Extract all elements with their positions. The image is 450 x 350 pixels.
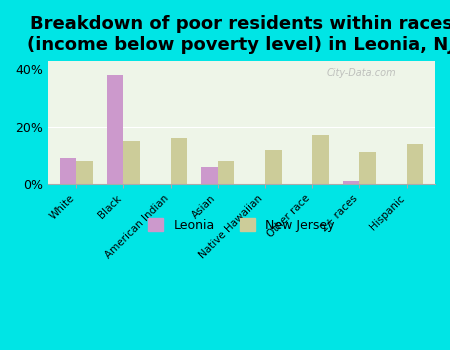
Bar bbox=[360, 153, 376, 184]
Bar bbox=[123, 141, 140, 184]
Bar bbox=[76, 161, 93, 184]
Bar bbox=[107, 75, 123, 184]
Bar bbox=[171, 138, 187, 184]
Bar bbox=[59, 158, 76, 184]
Bar bbox=[312, 135, 329, 184]
Title: Breakdown of poor residents within races
(income below poverty level) in Leonia,: Breakdown of poor residents within races… bbox=[27, 15, 450, 54]
Bar bbox=[407, 144, 423, 184]
Bar bbox=[343, 181, 360, 184]
Bar bbox=[218, 161, 234, 184]
Text: City-Data.com: City-Data.com bbox=[327, 68, 396, 78]
Legend: Leonia, New Jersey: Leonia, New Jersey bbox=[144, 213, 339, 237]
Bar bbox=[265, 149, 282, 184]
Bar bbox=[201, 167, 218, 184]
